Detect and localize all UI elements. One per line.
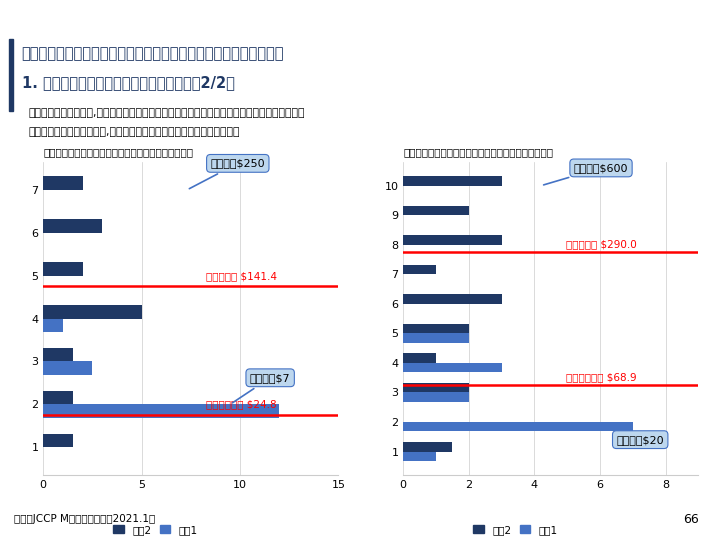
Text: 1. 病院の選択：価格（自己負担できる金額2/2）: 1. 病院の選択：価格（自己負担できる金額2/2） bbox=[22, 75, 235, 90]
Bar bbox=[403, 442, 452, 451]
Bar bbox=[43, 434, 73, 447]
Bar bbox=[43, 361, 92, 375]
Bar bbox=[43, 404, 279, 418]
Text: する価格を考慮した場合,キガリの高所得者層を取り込むことは重要。: する価格を考慮した場合,キガリの高所得者層を取り込むことは重要。 bbox=[29, 127, 240, 137]
Text: キガリ平均 $290.0: キガリ平均 $290.0 bbox=[566, 239, 636, 249]
Bar bbox=[43, 262, 83, 276]
Bar bbox=[403, 333, 469, 343]
Bar bbox=[43, 390, 73, 404]
Text: ルワンダ基礎調査（ターゲット顧客の思考・行動と競合サービス）: ルワンダ基礎調査（ターゲット顧客の思考・行動と競合サービス） bbox=[22, 46, 284, 62]
Legend: 系列2, 系列1: 系列2, 系列1 bbox=[469, 521, 562, 539]
Bar bbox=[43, 305, 142, 319]
Text: 最小値：$20: 最小値：$20 bbox=[603, 423, 664, 444]
Text: キガリ平均 $141.4: キガリ平均 $141.4 bbox=[206, 271, 276, 281]
Text: 分娩費用についても,キガリとブゲセラでは負担できる金額に大きな差がある。サービスに対: 分娩費用についても,キガリとブゲセラでは負担できる金額に大きな差がある。サービス… bbox=[29, 108, 305, 118]
Text: ブゲセラ平均 $68.9: ブゲセラ平均 $68.9 bbox=[566, 372, 636, 382]
Bar bbox=[403, 422, 633, 431]
Bar bbox=[43, 219, 102, 233]
Bar bbox=[403, 393, 469, 402]
Bar bbox=[403, 235, 502, 245]
Text: 出所：JCCP M株式会社作成（2021.1）: 出所：JCCP M株式会社作成（2021.1） bbox=[14, 514, 156, 524]
Bar bbox=[403, 206, 469, 215]
Text: 最大値：$600: 最大値：$600 bbox=[544, 163, 629, 185]
Text: ルワンダ／周産期医療／４．市場・投資環境関連情報／業界構造 -主要企業、競合（日本企業以外）: ルワンダ／周産期医療／４．市場・投資環境関連情報／業界構造 -主要企業、競合（日… bbox=[6, 13, 215, 22]
Bar bbox=[43, 319, 63, 332]
Bar bbox=[403, 363, 502, 373]
Text: 最大値：$250: 最大値：$250 bbox=[189, 158, 265, 188]
Bar bbox=[43, 348, 73, 361]
Bar bbox=[403, 294, 502, 304]
Bar bbox=[403, 265, 436, 274]
Text: 最小値：$7: 最小値：$7 bbox=[233, 373, 290, 403]
Bar bbox=[403, 354, 436, 363]
Text: 図表６３　自己負担できる最大金額（経腟分娩費用）: 図表６３ 自己負担できる最大金額（経腟分娩費用） bbox=[43, 147, 193, 157]
Text: 図表６４　自己負担できる最大金額（帝王切開費用）: 図表６４ 自己負担できる最大金額（帝王切開費用） bbox=[403, 147, 553, 157]
Text: 66: 66 bbox=[683, 512, 698, 526]
Legend: 系列2, 系列1: 系列2, 系列1 bbox=[109, 521, 202, 539]
Bar bbox=[43, 176, 83, 190]
Bar bbox=[9, 39, 13, 111]
Text: ブゲセラ平均 $24.8: ブゲセラ平均 $24.8 bbox=[206, 400, 276, 409]
Bar bbox=[403, 451, 436, 461]
Bar bbox=[403, 324, 469, 333]
Bar bbox=[403, 176, 502, 186]
Bar bbox=[403, 383, 469, 393]
